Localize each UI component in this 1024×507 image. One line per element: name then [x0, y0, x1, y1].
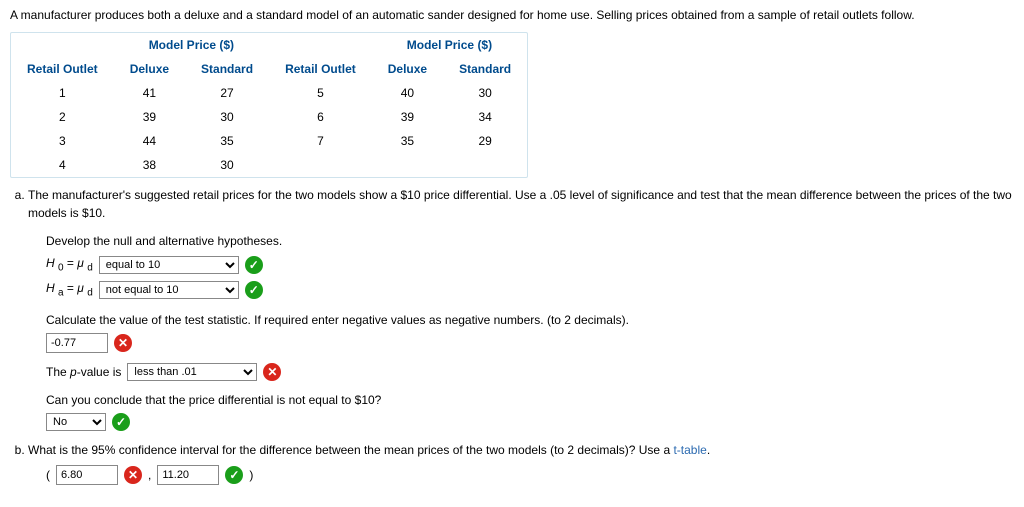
col-deluxe-right: Deluxe	[372, 57, 443, 81]
test-stat-input[interactable]	[46, 333, 108, 353]
table-row: 43830	[11, 153, 527, 177]
group-header-left: Model Price ($)	[114, 33, 269, 57]
t-table-link[interactable]: t-table	[673, 443, 706, 457]
conclude-select[interactable]: No	[46, 413, 106, 431]
col-outlet-left: Retail Outlet	[11, 57, 114, 81]
calc-line: Calculate the value of the test statisti…	[46, 311, 1014, 329]
price-table: Model Price ($) Model Price ($) Retail O…	[10, 32, 528, 178]
check-icon: ✓	[245, 256, 263, 274]
check-icon: ✓	[245, 281, 263, 299]
dev-hyp-line: Develop the null and alternative hypothe…	[46, 232, 1014, 250]
check-icon: ✓	[225, 466, 243, 484]
pvalue-select[interactable]: less than .01	[127, 363, 257, 381]
group-header-right: Model Price ($)	[372, 33, 527, 57]
table-row: 14127 54030	[11, 81, 527, 105]
comma: ,	[148, 466, 151, 484]
x-icon: ✕	[114, 334, 132, 352]
check-icon: ✓	[112, 413, 130, 431]
conclude-question: Can you conclude that the price differen…	[46, 391, 1014, 409]
ci-low-input[interactable]	[56, 465, 118, 485]
x-icon: ✕	[263, 363, 281, 381]
col-deluxe-left: Deluxe	[114, 57, 185, 81]
part-a: The manufacturer's suggested retail pric…	[28, 186, 1014, 431]
h0-select[interactable]: equal to 10	[99, 256, 239, 274]
part-b: What is the 95% confidence interval for …	[28, 441, 1014, 485]
pvalue-prefix: The p-value is	[46, 363, 121, 381]
h0-prefix: H 0 = μ d	[46, 254, 93, 275]
col-standard-left: Standard	[185, 57, 269, 81]
col-outlet-right: Retail Outlet	[269, 57, 372, 81]
table-row: 34435 73529	[11, 129, 527, 153]
part-a-prompt: The manufacturer's suggested retail pric…	[28, 188, 1012, 220]
col-standard-right: Standard	[443, 57, 527, 81]
ha-prefix: H a = μ d	[46, 279, 93, 300]
paren-open: (	[46, 466, 50, 484]
paren-close: )	[249, 466, 253, 484]
x-icon: ✕	[124, 466, 142, 484]
ha-select[interactable]: not equal to 10	[99, 281, 239, 299]
intro-text: A manufacturer produces both a deluxe an…	[10, 6, 1014, 24]
ci-high-input[interactable]	[157, 465, 219, 485]
part-b-prompt: What is the 95% confidence interval for …	[28, 443, 710, 457]
table-row: 23930 63934	[11, 105, 527, 129]
